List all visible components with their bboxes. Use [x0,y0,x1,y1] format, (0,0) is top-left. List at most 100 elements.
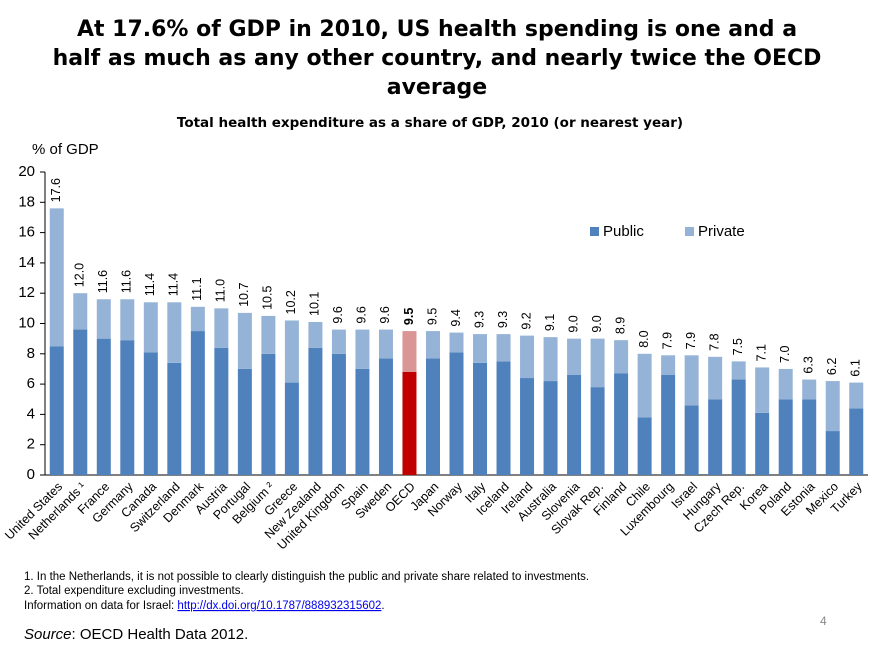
bar-segment [190,331,205,475]
y-tick-label: 6 [27,375,35,392]
total-label: 9.0 [590,315,604,332]
bar-segment [355,368,370,475]
total-label: 17.6 [49,178,63,202]
bar-segment [567,338,582,376]
total-label: 6.3 [802,356,816,373]
bar-segment [331,329,346,354]
bar-segment [755,412,770,475]
bar-segment [520,335,535,379]
total-label: 11.0 [214,279,228,302]
bar-segment [708,399,723,475]
bar-segment [284,382,299,475]
title-line: half as much as any other country, and n… [53,46,822,71]
total-label: 10.7 [237,283,251,307]
bar-segment [167,362,182,475]
total-label: 9.5 [402,308,416,325]
note-prefix: Information on data for Israel: [24,600,177,612]
total-label: 9.0 [566,315,580,332]
legend-swatch [685,227,694,236]
total-label: 11.4 [143,273,157,296]
bar-segment [543,337,558,382]
y-tick-label: 4 [27,405,35,422]
total-label: 6.2 [825,358,839,375]
total-label: 10.5 [261,286,275,310]
y-tick-label: 18 [18,193,35,210]
footnote: Information on data for Israel: http://d… [24,600,385,612]
bar-segment [590,387,605,475]
bar-segment [378,358,393,475]
bar-segment [755,367,770,413]
total-label: 9.6 [378,306,392,323]
bar-segment [214,308,229,348]
total-label: 7.1 [754,344,768,361]
source-text: : OECD Health Data 2012. [72,626,249,643]
bar-segment [73,329,88,475]
bar-segment [637,353,652,418]
y-tick-label: 16 [18,224,35,241]
total-label: 9.5 [425,308,439,325]
bar-segment [143,302,158,353]
bar-segment [778,368,793,400]
bar-segment [496,361,511,475]
total-label: 10.1 [308,292,322,316]
note-suffix: . [381,600,384,612]
total-label: 11.4 [167,273,181,296]
bar-segment [731,379,746,475]
link[interactable]: http://dx.doi.org/10.1787/888932315602 [177,600,381,612]
total-label: 7.0 [778,346,792,363]
total-label: 7.9 [684,332,698,349]
bar-segment [73,293,88,330]
bar-segment [473,334,488,363]
bar-segment [167,302,182,363]
bar-segment [214,347,229,475]
bar-segment [49,208,64,347]
bar-segment [190,306,205,332]
y-tick-label: 10 [18,314,35,331]
legend-swatch [590,227,599,236]
bar-segment [849,408,864,475]
footnote: 2. Total expenditure excluding investmen… [24,585,244,597]
bar-segment [637,417,652,475]
y-axis-label: % of GDP [32,141,99,158]
total-label: 11.6 [96,270,110,293]
bar-segment [496,334,511,362]
bar-segment [614,340,629,374]
total-label: 9.2 [519,312,533,329]
title-line: At 17.6% of GDP in 2010, US health spend… [77,17,797,42]
bar-segment [825,431,840,475]
total-label: 12.0 [73,263,87,287]
bar-segment [802,379,817,400]
total-label: 10.2 [284,290,298,314]
bar-segment [425,358,440,475]
legend-label: Private [698,223,745,240]
total-label: 9.4 [449,309,463,326]
bar-segment [473,362,488,475]
bar-segment [261,353,276,475]
y-tick-label: 14 [18,254,35,271]
bar-segment [308,321,323,348]
bar-segment [661,375,676,475]
total-label: 6.1 [849,359,863,376]
bar-segment [96,299,111,339]
bar-segment [120,340,135,475]
total-label: 9.3 [472,311,486,328]
source: Source: OECD Health Data 2012. [24,626,248,643]
bar-segment [708,356,723,400]
bar-segment [49,346,64,475]
bar-segment [378,329,393,359]
total-label: 9.3 [496,311,510,328]
bar-segment [237,368,252,475]
bar-segment [543,381,558,475]
total-label: 11.6 [120,270,134,293]
legend-label: Public [603,223,644,240]
y-tick-label: 0 [27,466,35,483]
bar-segment [520,378,535,475]
total-label: 9.6 [355,306,369,323]
bar-segment [402,331,417,372]
bar-segment [849,382,864,409]
source-label: Source [24,626,72,643]
y-tick-label: 20 [18,163,35,180]
bar-segment [567,375,582,475]
y-tick-label: 2 [27,436,35,453]
